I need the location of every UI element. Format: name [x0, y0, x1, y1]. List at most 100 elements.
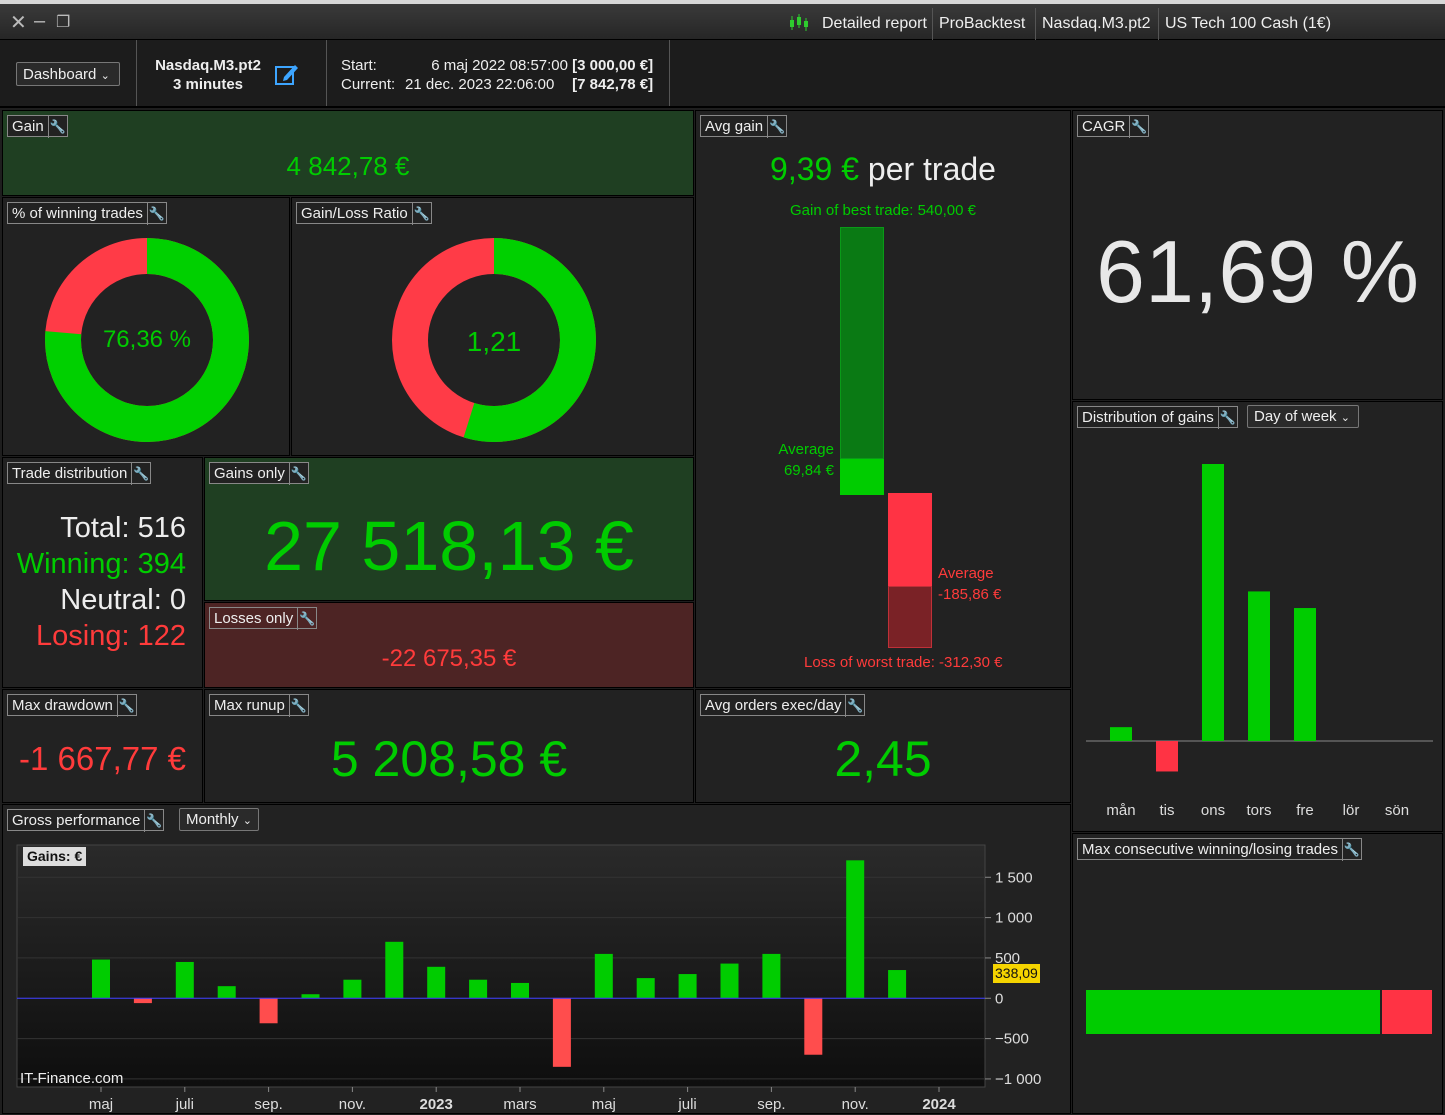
monthly-dropdown[interactable]: Monthly ⌄: [179, 808, 259, 831]
day-label: sön: [1385, 802, 1409, 819]
gain-value: 4 842,78 €: [286, 151, 410, 181]
month-bar: [427, 966, 446, 999]
x-tick-label: sep.: [757, 1096, 785, 1113]
distribution-chart: mån tis ons tors fre lör sön: [1086, 464, 1433, 819]
avg-orders-title: Avg orders exec/day 🔧: [700, 694, 866, 717]
chevron-down-icon: ⌄: [1340, 412, 1350, 424]
tab-detailed-report[interactable]: Detailed report: [822, 15, 927, 32]
month-bar: [301, 994, 320, 999]
max-consecutive-panel: Max consecutive winning/losing trades 🔧: [1072, 833, 1443, 1114]
timeframe: 3 minutes: [172, 76, 244, 93]
current-label: Current:: [341, 76, 396, 93]
max-runup-title: Max runup 🔧: [209, 694, 309, 717]
minimize-icon[interactable]: –: [34, 10, 46, 32]
day-label: tis: [1160, 802, 1175, 819]
neutral-trades: Neutral: 0: [60, 584, 186, 616]
month-bar: [511, 982, 529, 999]
x-tick-label: juli: [175, 1096, 194, 1113]
gross-performance-chart: 1 500 1 000 500 0 −500 −1 000 maj juli sep. nov. 2…: [16, 844, 1041, 1113]
dashboard-dropdown[interactable]: Dashboard ⌄: [16, 62, 120, 86]
candlestick-icon: [790, 14, 808, 31]
x-tick-label: maj: [89, 1096, 113, 1113]
max-consecutive-title: Max consecutive winning/losing trades 🔧: [1077, 838, 1362, 861]
watermark: IT-Finance.com: [20, 1070, 124, 1087]
wrench-icon[interactable]: 🔧: [1341, 839, 1361, 861]
current-value: 21 dec. 2023 22:06:00: [405, 76, 555, 93]
gains-only-value: 27 518,13 €: [264, 507, 634, 585]
max-runup-panel: Max runup 🔧 5 208,58 €: [204, 689, 694, 803]
close-icon[interactable]: ✕: [10, 12, 27, 34]
day-bar-4: [1294, 608, 1316, 741]
month-bar: [217, 986, 236, 999]
distribution-title: Distribution of gains 🔧: [1077, 406, 1238, 429]
worst-trade-label: Loss of worst trade: -312,30 €: [804, 654, 1003, 671]
gross-performance-title: Gross performance 🔧: [7, 809, 165, 832]
chart-legend: Gains: €: [23, 847, 87, 866]
tab-instrument[interactable]: US Tech 100 Cash (1€): [1158, 8, 1337, 40]
avg-gain-annotation: Average 69,84 €: [778, 441, 834, 479]
day-label: ons: [1201, 802, 1225, 819]
winning-donut: [45, 238, 249, 442]
max-drawdown-title: Max drawdown 🔧: [7, 694, 137, 717]
wrench-icon[interactable]: 🔧: [131, 463, 150, 485]
avg-gain-panel: Avg gain 🔧 9,39 € per trade Gain of best …: [695, 110, 1071, 688]
gain-title: Gain 🔧: [7, 115, 68, 138]
losing-trades: Losing: 122: [36, 620, 186, 652]
toolbar: Dashboard ⌄ Nasdaq.M3.pt2 3 minutes Star…: [0, 40, 1445, 108]
wrench-icon[interactable]: 🔧: [767, 116, 786, 138]
avg-gain-line: 9,39 € per trade: [696, 151, 1070, 188]
cagr-value: 61,69 %: [1096, 222, 1419, 321]
dashboard-label: Dashboard: [23, 66, 97, 83]
max-drawdown-value: -1 667,77 €: [19, 740, 186, 777]
avg-orders-value: 2,45: [834, 731, 932, 787]
cagr-title: CAGR 🔧: [1077, 115, 1150, 138]
trade-distribution-panel: Trade distribution 🔧 Total: 516 Winning: …: [2, 457, 203, 688]
wrench-icon[interactable]: 🔧: [1129, 116, 1148, 138]
gain-loss-ratio-panel: Gain/Loss Ratio 🔧 1,21: [291, 197, 694, 456]
avg-gain-value: 9,39 €: [770, 151, 859, 187]
gain-loss-ratio-title: Gain/Loss Ratio 🔧: [296, 202, 432, 225]
month-bar: [846, 860, 865, 999]
x-tick-label: sep.: [254, 1096, 282, 1113]
gain-loss-ratio-value: 1,21: [466, 326, 522, 357]
wrench-icon[interactable]: 🔧: [288, 463, 308, 485]
avg-gain-bar: [840, 459, 884, 495]
wrench-icon[interactable]: 🔧: [116, 695, 136, 717]
month-bar: [678, 974, 697, 999]
wrench-icon[interactable]: 🔧: [1217, 407, 1237, 429]
wrench-icon[interactable]: 🔧: [288, 695, 308, 717]
day-of-week-dropdown[interactable]: Day of week ⌄: [1247, 405, 1359, 428]
wrench-icon[interactable]: 🔧: [144, 810, 163, 832]
start-label: Start:: [341, 57, 377, 74]
mode-label: Day of week: [1254, 408, 1337, 425]
day-bar-2: [1202, 464, 1224, 741]
current-capital: [7 842,78 €]: [572, 76, 654, 93]
max-drawdown-panel: Max drawdown 🔧 -1 667,77 €: [2, 689, 203, 803]
wrench-icon[interactable]: 🔧: [411, 203, 431, 225]
month-bar: [888, 970, 907, 999]
avg-gain-title: Avg gain 🔧: [700, 115, 788, 138]
gains-only-panel: Gains only 🔧 27 518,13 €: [204, 457, 694, 601]
edit-icon[interactable]: [275, 62, 299, 86]
winning-trades: Winning: 394: [16, 548, 186, 580]
tab-system[interactable]: Nasdaq.M3.pt2: [1035, 8, 1157, 40]
cagr-panel: CAGR 🔧 61,69 %: [1072, 110, 1443, 400]
day-label: tors: [1246, 802, 1271, 819]
losses-only-value: -22 675,35 €: [381, 645, 517, 672]
winning-trades-title: % of winning trades 🔧: [7, 202, 167, 225]
wrench-icon[interactable]: 🔧: [845, 695, 864, 717]
month-bar: [762, 953, 781, 999]
x-tick-label: maj: [592, 1096, 616, 1113]
gains-only-title: Gains only 🔧: [209, 462, 309, 485]
x-tick-label: mars: [503, 1096, 536, 1113]
tab-probacktest[interactable]: ProBacktest: [932, 8, 1031, 40]
wrench-icon[interactable]: 🔧: [47, 116, 67, 138]
avg-loss-annotation: Average -185,86 €: [938, 565, 1002, 603]
x-tick-label: nov.: [842, 1096, 869, 1113]
month-bar: [175, 961, 194, 999]
restore-icon[interactable]: ❐: [56, 14, 71, 31]
wrench-icon[interactable]: 🔧: [146, 203, 166, 225]
avg-loss-bar: [888, 493, 932, 586]
wrench-icon[interactable]: 🔧: [297, 608, 316, 630]
worst-trade-bar: [888, 586, 932, 648]
